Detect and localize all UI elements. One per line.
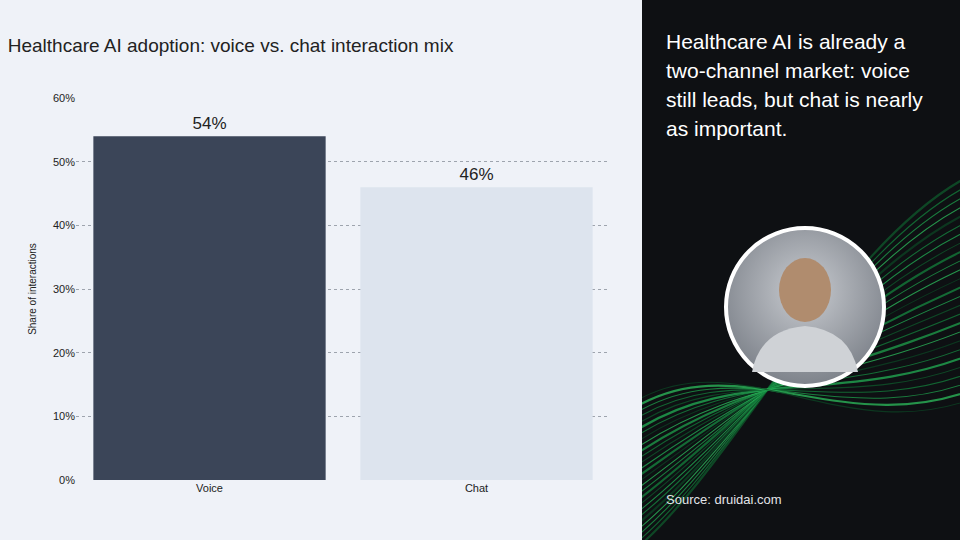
svg-text:20%: 20% xyxy=(53,347,75,359)
svg-text:30%: 30% xyxy=(53,283,75,295)
html-text:Healthcare AI is already a two: Healthcare AI is already a two-channel m… xyxy=(666,30,923,140)
svg-text:40%: 40% xyxy=(53,219,75,231)
svg-text:54%: 54% xyxy=(192,114,226,133)
svg-text:50%: 50% xyxy=(53,156,75,168)
svg-text:Chat: Chat xyxy=(465,482,488,494)
html-text:Source: druidai.com: Source: druidai.com xyxy=(666,492,782,507)
svg-text:60%: 60% xyxy=(53,92,75,104)
svg-text:Healthcare AI adoption: voice: Healthcare AI adoption: voice vs. chat i… xyxy=(8,35,454,56)
svg-text:0%: 0% xyxy=(59,474,75,486)
svg-text:10%: 10% xyxy=(53,410,75,422)
svg-text:Voice: Voice xyxy=(196,482,223,494)
svg-text:46%: 46% xyxy=(459,165,493,184)
svg-text:Share of interactions: Share of interactions xyxy=(27,243,38,335)
